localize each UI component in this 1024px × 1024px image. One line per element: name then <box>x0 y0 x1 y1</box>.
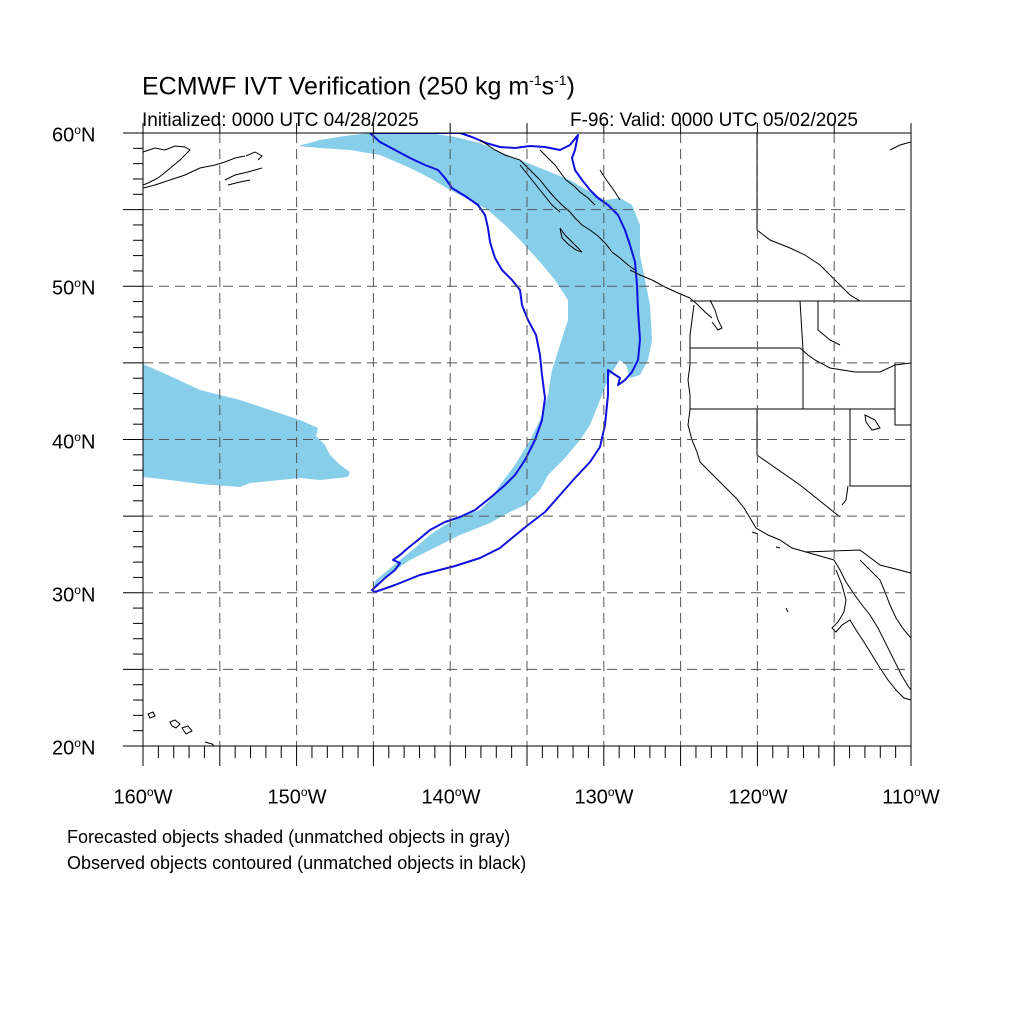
lat-label-60: 60oN <box>52 123 96 147</box>
footer-line-forecast: Forecasted objects shaded (unmatched obj… <box>67 827 511 847</box>
forecast-object-west <box>143 364 350 487</box>
valid-time: F-96: Valid: 0000 UTC 05/02/2025 <box>570 110 858 131</box>
lon-label-140w: 140oW <box>421 785 481 809</box>
footer-line-observed: Observed objects contoured (unmatched ob… <box>67 853 527 873</box>
lat-label-40: 40oN <box>52 430 96 454</box>
observed-contour <box>369 133 641 593</box>
political-boundaries <box>690 133 911 574</box>
chart-title: ECMWF IVT Verification (250 kg m-1s-1) <box>142 72 575 101</box>
coastlines <box>143 139 911 746</box>
axis-ticks <box>123 123 912 766</box>
lon-label-160w: 160oW <box>113 785 173 809</box>
lon-label-150w: 150oW <box>267 785 327 809</box>
forecast-object-main <box>298 133 652 590</box>
lat-label-20: 20oN <box>52 736 96 760</box>
initialized-time: Initialized: 0000 UTC 04/28/2025 <box>142 110 419 131</box>
lon-label-110w: 110oW <box>882 785 940 809</box>
lon-label-120w: 120oW <box>728 785 788 809</box>
lon-label-130w: 130oW <box>574 785 634 809</box>
lat-label-30: 30oN <box>52 583 96 607</box>
lat-label-50: 50oN <box>52 276 96 300</box>
lat-lon-grid <box>143 133 911 746</box>
